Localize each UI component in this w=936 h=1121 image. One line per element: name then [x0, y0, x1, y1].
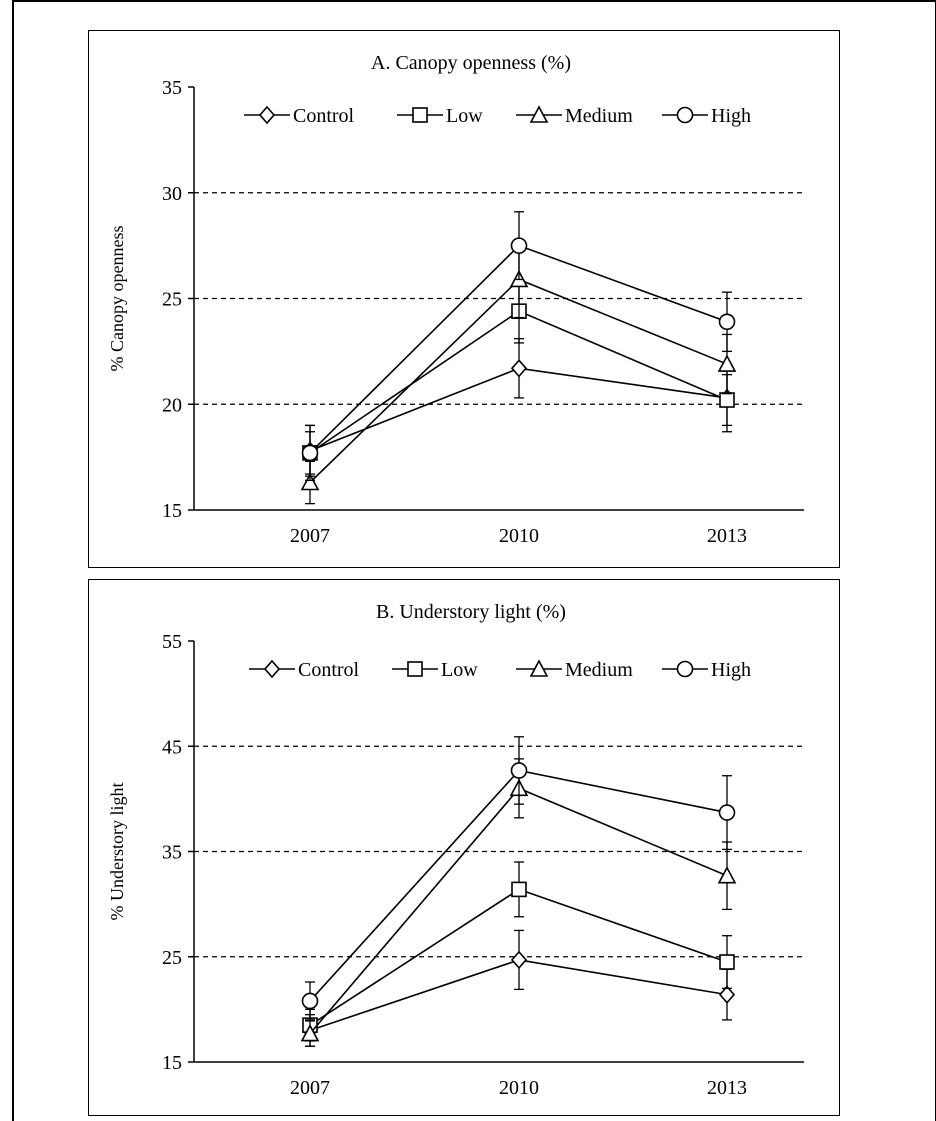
legend-item-high: High [662, 105, 751, 127]
legend-item-medium: Medium [516, 659, 633, 681]
data-point-high [301, 444, 319, 462]
y-tick-label: 35 [162, 77, 182, 99]
chart-canopy-openness: A. Canopy openness (%) % Canopy openness 1… [107, 52, 804, 547]
chart-title: A. Canopy openness (%) [371, 52, 571, 74]
data-point-high [510, 237, 528, 254]
panel-canopy-openness: A. Canopy openness (%) % Canopy openness 1… [88, 30, 840, 568]
legend-label: Control [293, 105, 355, 127]
legend-label: Medium [565, 659, 633, 681]
legend: Control Low Medium High [244, 105, 751, 127]
data-point-low [719, 954, 735, 970]
data-point-medium [717, 866, 737, 884]
legend-marker [263, 659, 281, 679]
chart-understory-light: B. Understory light (%) % Understory ligh… [107, 601, 804, 1099]
legend-label: Medium [565, 105, 633, 127]
data-point-low [511, 881, 527, 898]
legend-marker [412, 107, 428, 123]
x-tick-label: 2013 [707, 525, 747, 547]
data-point-high [301, 992, 319, 1010]
data-point-high [718, 313, 736, 331]
x-tick-label: 2007 [290, 1077, 330, 1099]
data-point-control [510, 359, 528, 378]
legend-label: Control [298, 659, 360, 681]
data-point-medium [717, 354, 737, 372]
y-axis-label: % Understory light [107, 783, 127, 921]
legend-label: Low [441, 659, 478, 681]
data-point-low [719, 392, 735, 408]
series-high [301, 211, 736, 482]
series-control [301, 338, 736, 477]
legend-item-low: Low [392, 659, 478, 681]
y-tick-label: 15 [162, 500, 182, 522]
legend-item-low: Low [397, 105, 483, 127]
y-tick-label: 35 [162, 842, 182, 864]
x-tick-label: 2013 [707, 1077, 747, 1099]
y-tick-label: 30 [162, 183, 182, 205]
legend-marker [529, 105, 549, 123]
legend-item-control: Control [244, 105, 355, 127]
legend-item-medium: Medium [516, 105, 633, 127]
data-point-control [510, 950, 528, 970]
data-point-medium [300, 472, 320, 491]
legend-marker [676, 106, 694, 124]
panel-understory-light: B. Understory light (%) % Understory ligh… [88, 579, 840, 1116]
data-point-medium [300, 1023, 320, 1042]
legend-marker [529, 659, 549, 677]
data-point-high [510, 762, 528, 779]
legend-label: High [711, 659, 751, 681]
legend-item-control: Control [249, 659, 360, 681]
y-tick-label: 45 [162, 736, 182, 758]
legend-label: High [711, 105, 751, 127]
x-tick-label: 2010 [499, 525, 539, 547]
legend: Control Low Medium High [249, 659, 751, 681]
y-axis-label: % Canopy openness [107, 226, 127, 372]
x-tick-label: 2007 [290, 525, 330, 547]
y-tick-label: 20 [162, 394, 182, 416]
data-point-control [718, 985, 736, 1004]
y-tick-label: 15 [162, 1052, 182, 1074]
y-tick-label: 25 [162, 947, 182, 969]
y-tick-label: 25 [162, 289, 182, 311]
legend-marker [676, 660, 694, 678]
series-high [301, 736, 736, 1021]
legend-label: Low [446, 105, 483, 127]
legend-item-high: High [662, 659, 751, 681]
legend-marker [407, 661, 423, 677]
data-point-high [718, 804, 736, 821]
chart-title: B. Understory light (%) [376, 601, 566, 623]
y-tick-label: 55 [162, 631, 182, 653]
legend-marker [258, 105, 276, 125]
x-tick-label: 2010 [499, 1077, 539, 1099]
